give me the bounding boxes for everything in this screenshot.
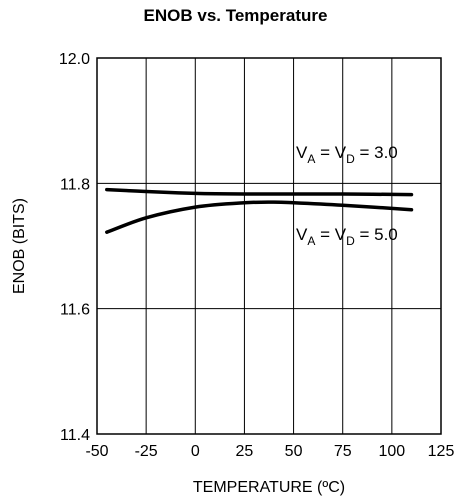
x-tick-label: 0: [191, 443, 200, 460]
y-tick-label: 12.0: [59, 51, 90, 68]
x-axis-ticks: -50 -25 0 25 50 75 100 125: [85, 443, 454, 460]
series-lines: [105, 187, 414, 234]
x-tick-label: -25: [135, 443, 158, 460]
chart-title: ENOB vs. Temperature: [143, 6, 328, 25]
plot-frame: [96, 57, 442, 435]
series-line-1: [105, 200, 414, 234]
y-tick-label: 11.4: [60, 427, 90, 444]
y-tick-label: 11.8: [60, 176, 90, 193]
x-axis-label: TEMPERATURE (ºC): [193, 479, 345, 496]
series-line-0: [105, 187, 414, 197]
x-tick-label: 50: [285, 443, 303, 460]
x-tick-label: 75: [334, 443, 352, 460]
y-tick-label: 11.6: [60, 302, 90, 319]
grid: [97, 58, 441, 434]
series-label-5v: VA = VD = 5.0: [296, 225, 398, 248]
y-axis-ticks: 11.4 11.6 11.8 12.0: [59, 51, 90, 444]
series-label-3v: VA = VD = 3.0: [296, 143, 398, 166]
x-tick-label: 100: [379, 443, 406, 460]
x-tick-label: -50: [85, 443, 108, 460]
x-tick-label: 25: [236, 443, 254, 460]
x-tick-label: 125: [428, 443, 455, 460]
y-axis-label: ENOB (BITS): [11, 198, 28, 294]
